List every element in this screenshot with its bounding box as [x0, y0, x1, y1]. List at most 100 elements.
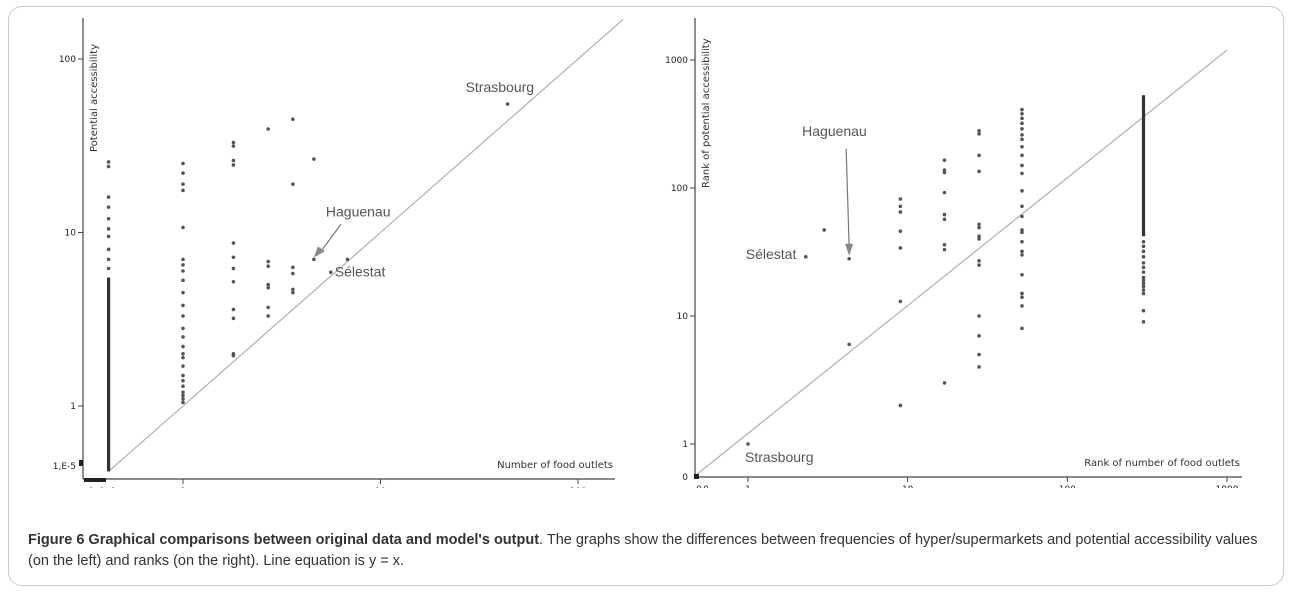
- data-point: [898, 204, 903, 209]
- data-point: [266, 286, 270, 290]
- caption-text: . The graphs show the differences betwee…: [28, 532, 1258, 569]
- y-tick-label: 1000: [665, 56, 688, 66]
- x-tick-label: 1: [745, 485, 751, 488]
- data-point: [977, 225, 981, 230]
- data-point: [181, 161, 185, 166]
- data-point: [106, 234, 111, 239]
- data-point: [106, 164, 111, 169]
- data-point: [977, 153, 981, 158]
- data-point: [942, 242, 947, 247]
- data-point: [977, 258, 981, 263]
- y-zero-tick-label: 0: [682, 473, 688, 483]
- data-point: [231, 158, 236, 163]
- annotation-selestat: Sélestat: [335, 263, 386, 279]
- left-scatter-chart: 1 10 100 0 0 0 1 10 100 1,E-5 Number of food outle…: [25, 12, 623, 488]
- data-point: [1141, 270, 1146, 274]
- data-point: [291, 182, 295, 186]
- data-point: [231, 241, 236, 245]
- data-point: [1141, 265, 1146, 270]
- data-point: [1020, 304, 1024, 308]
- data-point: [977, 128, 981, 133]
- data-point: [898, 229, 903, 233]
- data-point: [1141, 278, 1146, 283]
- data-point: [1141, 284, 1146, 289]
- data-point: [898, 210, 903, 214]
- y-tick-label: 1: [70, 402, 76, 412]
- data-point: [977, 314, 981, 318]
- data-point: [312, 257, 316, 262]
- x-tick-label: 10: [902, 485, 914, 488]
- data-point: [1141, 249, 1146, 254]
- data-point: [181, 314, 185, 318]
- annotation-haguenau: Haguenau: [326, 203, 391, 219]
- data-point: [505, 102, 510, 106]
- annotation-strasbourg: Strasbourg: [466, 79, 534, 95]
- data-point: [1020, 107, 1024, 112]
- data-point: [266, 264, 270, 268]
- data-point: [977, 334, 981, 338]
- data-point: [106, 216, 111, 221]
- reference-line-y-equals-x: [108, 18, 623, 472]
- data-point: [181, 364, 185, 368]
- data-point: [181, 384, 185, 389]
- data-point: [977, 263, 981, 267]
- x-zero-tick-label: 0: [110, 487, 116, 488]
- x-axis-label: Number of food outlets: [497, 460, 613, 471]
- data-point: [898, 403, 903, 408]
- data-point: [181, 269, 185, 273]
- data-point: [266, 282, 270, 287]
- y-tick-label: 1: [682, 440, 688, 450]
- data-point: [106, 160, 111, 164]
- data-point: [1020, 295, 1024, 300]
- data-point: [1020, 249, 1024, 254]
- data-point: [181, 326, 185, 331]
- x-zero-tick-label: 0: [88, 487, 94, 488]
- data-point: [181, 278, 185, 283]
- data-point: [181, 290, 185, 295]
- y-extra-tick-mark: [79, 460, 83, 466]
- arrowhead-haguenau: [845, 243, 854, 256]
- data-point: [847, 256, 851, 261]
- data-point: [181, 390, 185, 395]
- data-point: [977, 365, 981, 369]
- data-point: [181, 397, 185, 401]
- data-point: [1141, 244, 1146, 249]
- data-point: [1141, 320, 1146, 324]
- x-zero-tick-label: 0: [99, 487, 105, 488]
- data-point: [1020, 116, 1024, 121]
- annotation-strasbourg: Strasbourg: [745, 449, 813, 465]
- data-point: [266, 127, 270, 131]
- right-scatter-chart: 11010010000011010010000Rank of number of…: [652, 12, 1250, 488]
- data-point: [1020, 272, 1024, 277]
- arrow-haguenau: [320, 224, 342, 252]
- x-zero-tick-label: 0: [703, 485, 709, 488]
- x-tick-label: 100: [1059, 485, 1076, 488]
- data-point: [181, 393, 185, 398]
- data-point: [181, 225, 185, 230]
- y-tick-label: 10: [65, 229, 77, 239]
- data-point: [1141, 275, 1146, 280]
- data-point: [977, 352, 981, 357]
- data-point: [1020, 214, 1024, 219]
- x-zero-tick-label: 0: [696, 485, 702, 488]
- data-point: [181, 171, 185, 175]
- annotation-selestat: Sélestat: [746, 246, 797, 262]
- data-point: [898, 299, 903, 304]
- data-point: [231, 144, 236, 148]
- data-point: [328, 270, 333, 275]
- y-axis-label: Potential accessibility: [89, 44, 100, 152]
- origin-cluster-mark: [694, 474, 699, 479]
- data-point: [345, 257, 350, 262]
- data-point: [1020, 127, 1024, 131]
- data-point: [231, 353, 236, 358]
- data-point: [942, 217, 947, 222]
- data-point: [1141, 261, 1146, 265]
- data-point: [942, 168, 947, 172]
- data-point: [266, 305, 270, 310]
- data-point: [231, 255, 236, 260]
- data-point: [106, 266, 111, 271]
- data-point: [1020, 133, 1024, 137]
- data-point: [1020, 230, 1024, 235]
- y-tick-label: 100: [671, 184, 688, 194]
- data-point: [977, 234, 981, 239]
